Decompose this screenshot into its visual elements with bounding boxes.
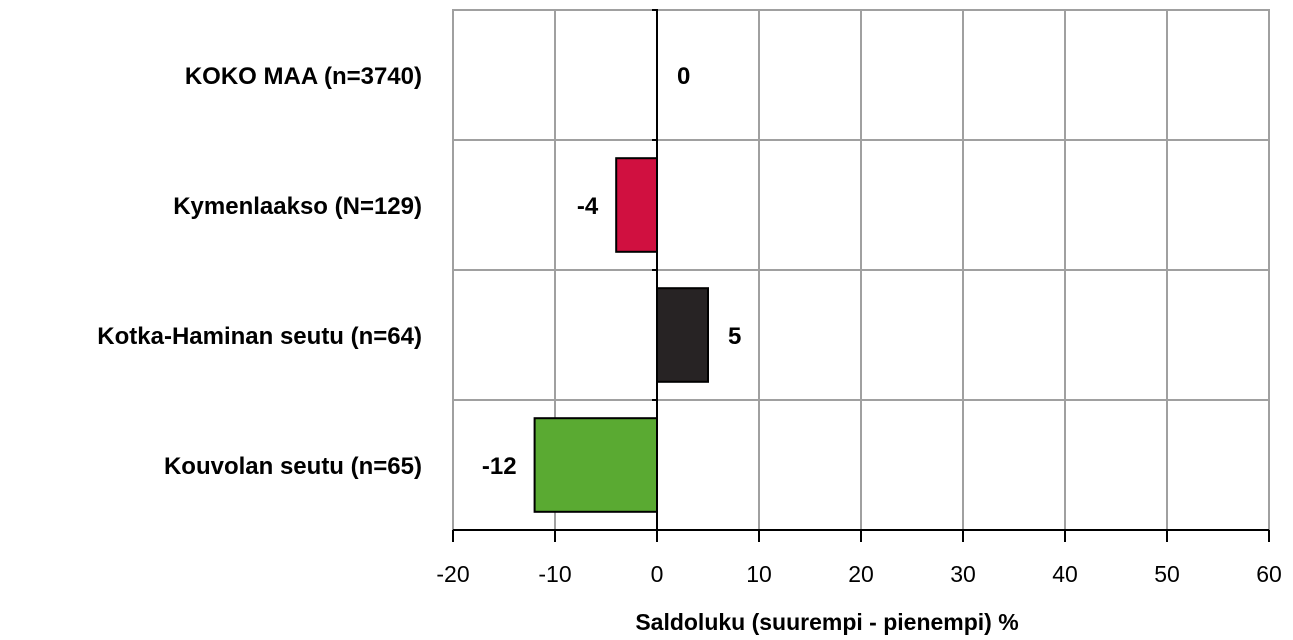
x-axis-ticks: -20 -10 0 10 20 30 40 50 60	[436, 530, 1282, 587]
x-tick-label: 40	[1052, 561, 1078, 587]
data-labels: 0 -4 5 -12	[482, 63, 741, 480]
x-tick-label: 10	[746, 561, 772, 587]
bar	[615, 157, 659, 253]
bars	[533, 157, 709, 513]
data-label: 5	[728, 323, 741, 350]
bar	[656, 287, 709, 383]
x-tick-label: 0	[651, 561, 664, 587]
x-tick-label: -20	[436, 561, 469, 587]
x-axis-title: Saldoluku (suurempi - pienempi) %	[635, 609, 1018, 635]
category-label: KOKO MAA (n=3740)	[185, 63, 422, 90]
x-tick-label: 30	[950, 561, 976, 587]
data-label: 0	[677, 63, 690, 90]
category-label: Kotka-Haminan seutu (n=64)	[97, 323, 422, 350]
bar	[533, 417, 658, 513]
x-tick-label: -10	[538, 561, 571, 587]
category-label: Kymenlaakso (N=129)	[173, 193, 422, 220]
horizontal-gridlines	[453, 139, 1269, 401]
x-tick-label: 60	[1256, 561, 1282, 587]
data-label: -4	[577, 193, 599, 220]
category-labels: KOKO MAA (n=3740) Kymenlaakso (N=129) Kotk…	[97, 63, 422, 480]
x-tick-label: 20	[848, 561, 874, 587]
data-label: -12	[482, 453, 517, 480]
category-label: Kouvolan seutu (n=65)	[164, 453, 422, 480]
x-tick-label: 50	[1154, 561, 1180, 587]
